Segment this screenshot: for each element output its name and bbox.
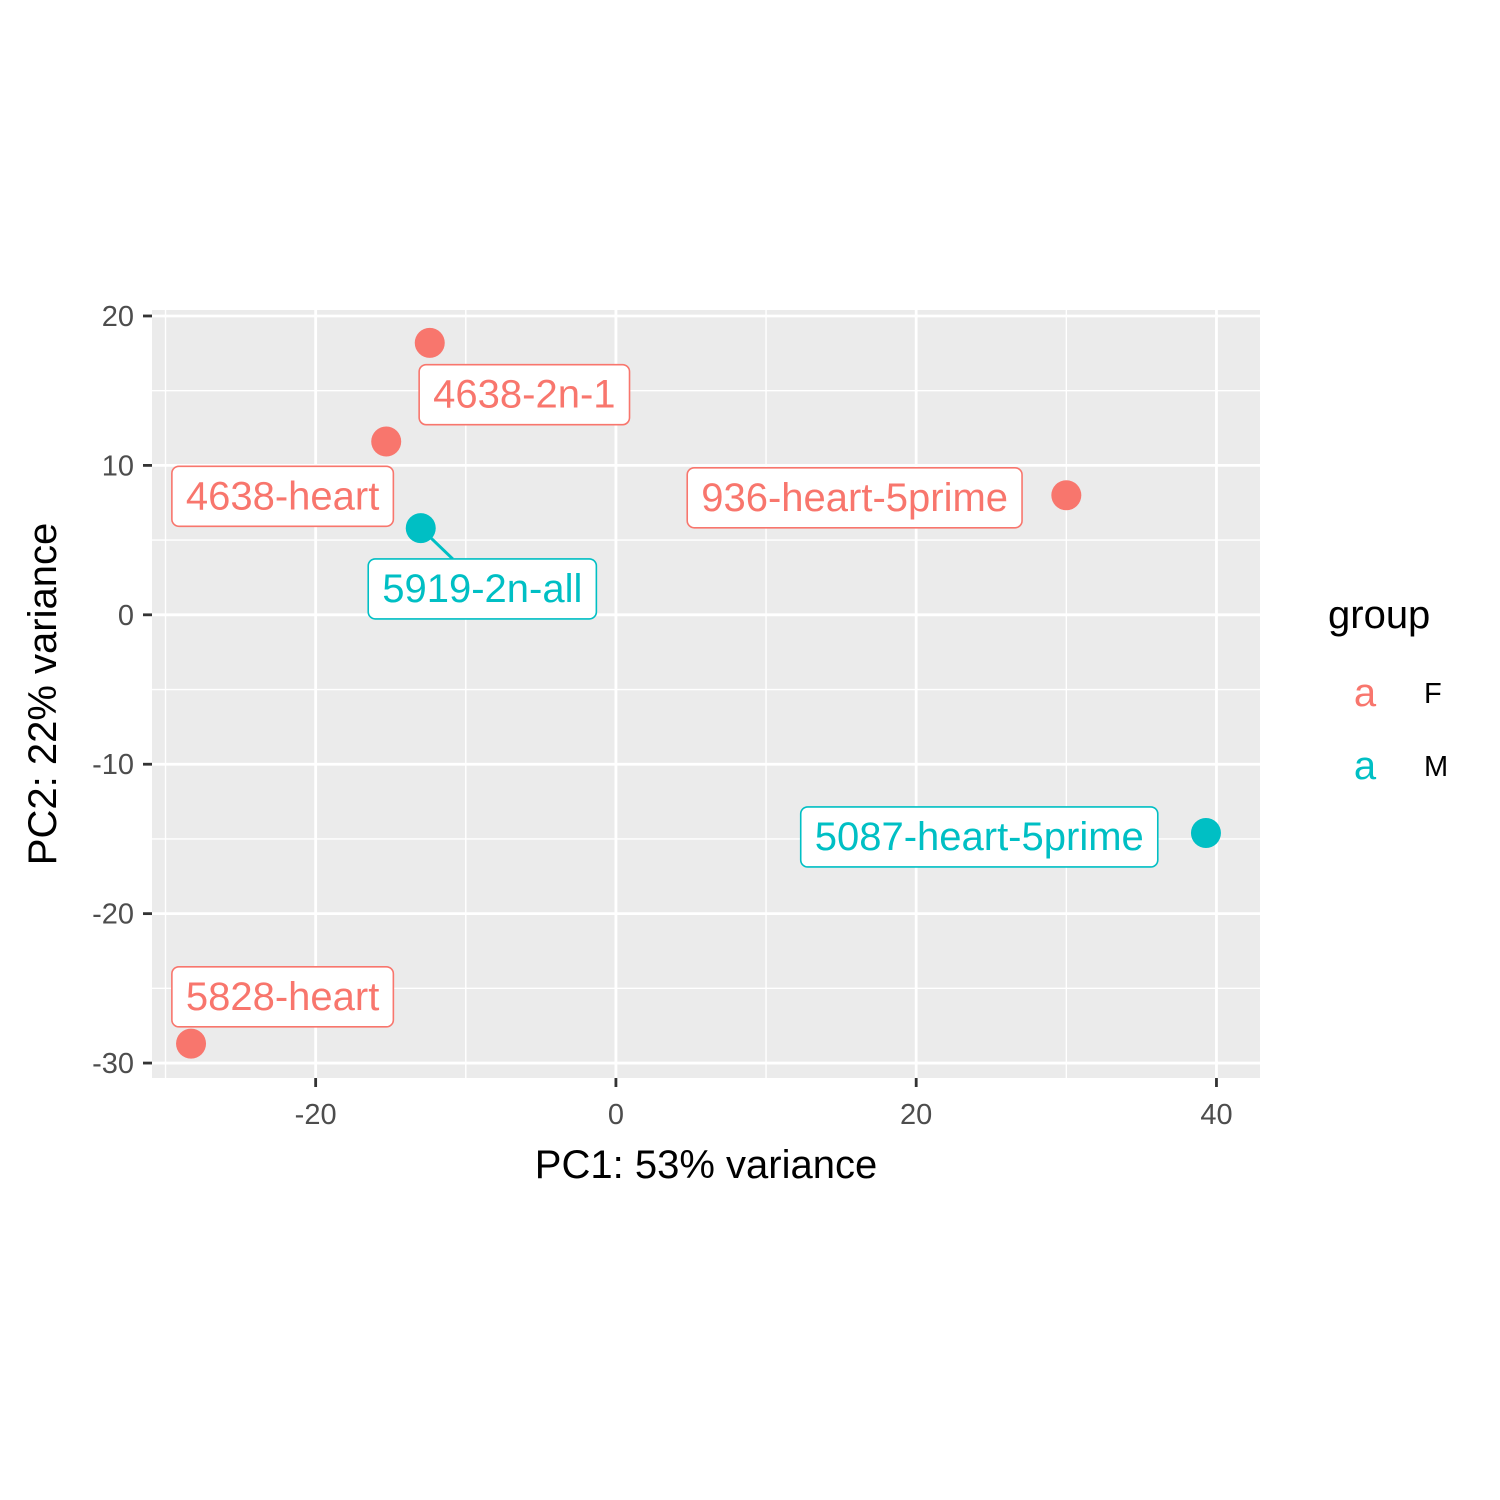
y-tick-label: 20 bbox=[102, 301, 134, 333]
y-tick-label: -30 bbox=[92, 1048, 134, 1080]
point-labels: 4638-2n-1 4638-heart 936-heart-5prime 5919-… bbox=[171, 363, 1159, 1028]
label-box-border bbox=[686, 466, 1023, 529]
point-label-box: 936-heart-5prime bbox=[686, 466, 1023, 529]
x-tick-label: 20 bbox=[900, 1099, 932, 1131]
point-label-text: 936-heart-5prime bbox=[701, 476, 1008, 520]
point-label-text: 4638-heart bbox=[186, 474, 379, 518]
point-label-box: 5828-heart bbox=[171, 966, 395, 1028]
x-tick-label: 40 bbox=[1200, 1099, 1232, 1131]
point-label-text: 5828-heart bbox=[186, 975, 379, 1019]
y-tick-label: -20 bbox=[92, 899, 134, 931]
x-axis: -20 0 20 40 bbox=[295, 1078, 1233, 1131]
point-label-box: 5087-heart-5prime bbox=[799, 806, 1159, 868]
point-label-box: 4638-2n-1 bbox=[418, 363, 631, 426]
label-box-border bbox=[367, 558, 598, 620]
legend-key: a bbox=[1354, 744, 1377, 788]
point-label-text: 4638-2n-1 bbox=[433, 373, 615, 417]
point-label-box: 5919-2n-all bbox=[367, 558, 598, 620]
plot-panel bbox=[152, 310, 1260, 1078]
data-point bbox=[414, 327, 445, 358]
point-label-text: 5087-heart-5prime bbox=[815, 815, 1144, 859]
x-axis-title: PC1: 53% variance bbox=[535, 1143, 877, 1187]
label-box-border bbox=[799, 806, 1159, 868]
y-tick-label: -10 bbox=[92, 749, 134, 781]
x-tick-label: -20 bbox=[295, 1099, 337, 1131]
data-point bbox=[371, 426, 402, 457]
legend-label: M bbox=[1424, 751, 1448, 783]
grid-major bbox=[152, 310, 1260, 1078]
data-point bbox=[405, 513, 436, 544]
y-tick-label: 0 bbox=[118, 600, 134, 632]
data-point bbox=[176, 1028, 207, 1059]
label-box-border bbox=[418, 363, 631, 426]
data-points bbox=[176, 327, 1221, 1059]
y-axis: -30 -20 -10 0 10 20 bbox=[92, 301, 152, 1080]
y-tick-label: 10 bbox=[102, 450, 134, 482]
legend-label: F bbox=[1424, 678, 1442, 710]
x-tick-label: 0 bbox=[608, 1099, 624, 1131]
label-box-border bbox=[171, 465, 395, 528]
label-box-border bbox=[171, 966, 395, 1028]
legend-key: a bbox=[1354, 671, 1377, 715]
legend: group a Fa M bbox=[1328, 593, 1448, 788]
point-label-box: 4638-heart bbox=[171, 465, 395, 528]
legend-title: group bbox=[1328, 593, 1430, 637]
y-axis-title: PC2: 22% variance bbox=[21, 523, 65, 865]
data-point bbox=[1051, 480, 1082, 511]
point-label-text: 5919-2n-all bbox=[382, 567, 582, 611]
data-point bbox=[1190, 817, 1221, 848]
